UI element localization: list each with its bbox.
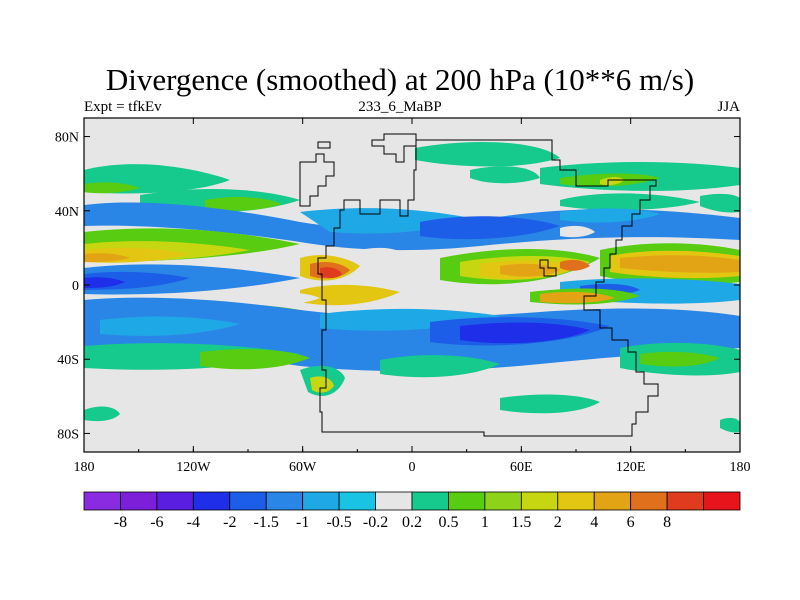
colorbar-swatch	[703, 491, 741, 511]
latitude-label: 40S	[57, 353, 79, 368]
colorbar-labels: -8 -6 -4 -2 -1.5 -1 -0.5 -0.2 0.2 0.5 1 1.5 2 4 6 8	[114, 514, 671, 531]
colorbar-swatch	[83, 491, 121, 511]
map-title: Divergence (smoothed) at 200 hPa (10**6 …	[105, 62, 695, 97]
colorbar-swatch	[192, 491, 231, 511]
longitude-label: 120W	[176, 460, 211, 475]
colorbar-label: -6	[150, 514, 163, 531]
season-label: JJA	[717, 99, 740, 115]
southern-landmass-outline	[539, 259, 557, 277]
colorbar-swatch	[484, 491, 522, 511]
longitude-labels: 180 120W 60W 0 60E 120E 180	[74, 460, 751, 475]
colorbar-label: 1.5	[511, 514, 531, 531]
colorbar-swatch	[557, 491, 595, 511]
colorbar-label: 1	[481, 514, 489, 531]
latitude-label: 40N	[55, 205, 79, 220]
experiment-label: Expt = tfkEv	[84, 99, 162, 115]
colorbar-label: -2	[223, 514, 236, 531]
colorbar-label: 2	[554, 514, 562, 531]
latitude-labels: 80N 40N 0 40S 80S	[55, 131, 79, 443]
colorbar-swatch	[593, 491, 632, 511]
latitude-label: 0	[72, 279, 79, 294]
map-panel	[83, 117, 741, 453]
colorbar-swatch	[229, 491, 267, 511]
colorbar-label: -4	[187, 514, 200, 531]
colorbar-swatch	[302, 491, 340, 511]
colorbar-label: 4	[590, 514, 598, 531]
coastline	[317, 139, 659, 437]
run-id-label: 233_6_MaBP	[358, 99, 442, 115]
longitude-label: 60W	[289, 460, 317, 475]
colorbar-label: -1	[296, 514, 309, 531]
colorbar-swatch	[520, 491, 559, 511]
longitude-label: 180	[74, 460, 95, 475]
latitude-label: 80N	[55, 131, 79, 146]
colorbar-swatch	[120, 491, 158, 511]
colorbar-label: 0.2	[402, 514, 422, 531]
colorbar-label: -1.5	[254, 514, 279, 531]
colorbar-label: 0.5	[438, 514, 458, 531]
longitude-label: 180	[730, 460, 751, 475]
colorbar-label: 6	[627, 514, 635, 531]
colorbar-label: 8	[663, 514, 671, 531]
colorbar-swatch	[375, 491, 413, 511]
colorbar-swatch	[630, 491, 668, 511]
colorbar-swatch	[338, 491, 376, 511]
colorbar	[83, 491, 741, 511]
latitude-label: 80S	[57, 427, 79, 442]
colorbar-swatch	[156, 491, 194, 511]
colorbar-label: -0.2	[363, 514, 388, 531]
colorbar-swatch	[448, 491, 486, 511]
longitude-label: 120E	[616, 460, 646, 475]
greenland-outline	[371, 133, 417, 163]
colorbar-swatch	[411, 491, 449, 511]
colorbar-label: -0.5	[326, 514, 351, 531]
colorbar-swatch	[666, 491, 704, 511]
colorbar-swatch	[265, 491, 304, 511]
longitude-label: 60E	[510, 460, 533, 475]
north-america-outline	[299, 153, 335, 207]
axis-ticks	[83, 118, 741, 452]
island-outline	[317, 141, 331, 149]
longitude-label: 0	[409, 460, 416, 475]
colorbar-label: -8	[114, 514, 127, 531]
